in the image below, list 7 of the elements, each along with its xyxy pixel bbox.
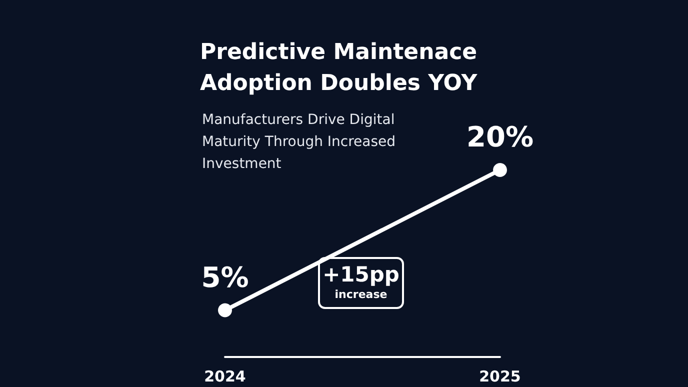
chart-subtitle: Manufacturers Drive Digital Maturity Through Increased Investment [202,112,400,172]
data-label: 20% [466,120,534,154]
chart-title: Predictive Maintenace Adoption Doubles YOY [200,40,485,96]
x-tick-label: 2024 [204,368,246,386]
annotation: +15pp increase [322,262,400,301]
x-tick-label: 2025 [479,368,521,386]
data-label: 5% [201,260,249,294]
